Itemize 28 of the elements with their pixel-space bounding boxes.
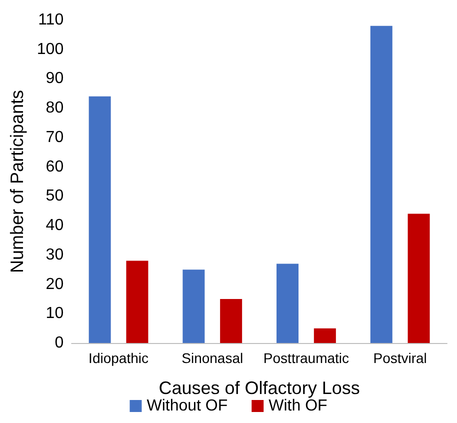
y-tick-label: 60 xyxy=(46,158,64,176)
y-tick-label: 80 xyxy=(46,100,64,117)
bar xyxy=(182,270,205,343)
bar xyxy=(276,264,299,343)
y-tick-label: 40 xyxy=(46,217,64,234)
x-tick-label: Sinonasal xyxy=(182,350,244,366)
y-tick-label: 90 xyxy=(46,70,64,88)
legend-label: With OF xyxy=(268,398,328,414)
y-tick-label: 0 xyxy=(54,334,64,352)
x-axis-title: Causes of Olfactory Loss xyxy=(158,378,360,398)
bar xyxy=(408,214,430,343)
legend-label: Without OF xyxy=(146,398,228,414)
bar xyxy=(88,96,111,343)
y-tick-label: 30 xyxy=(46,246,64,264)
bar xyxy=(314,328,336,343)
y-tick-label: 110 xyxy=(38,12,64,28)
bar xyxy=(370,26,392,343)
y-tick-label: 70 xyxy=(46,128,64,146)
x-tick-label: Postviral xyxy=(373,350,427,366)
bar xyxy=(126,260,148,343)
x-tick-label: Idiopathic xyxy=(88,350,148,366)
y-tick-label: 50 xyxy=(46,188,64,205)
bar xyxy=(220,298,242,343)
y-tick-label: 100 xyxy=(36,40,64,58)
y-axis-title: Number of Participants xyxy=(7,90,27,274)
y-tick-label: 20 xyxy=(46,276,64,293)
x-tick-label: Posttraumatic xyxy=(263,350,350,366)
y-tick-label: 10 xyxy=(46,305,64,322)
